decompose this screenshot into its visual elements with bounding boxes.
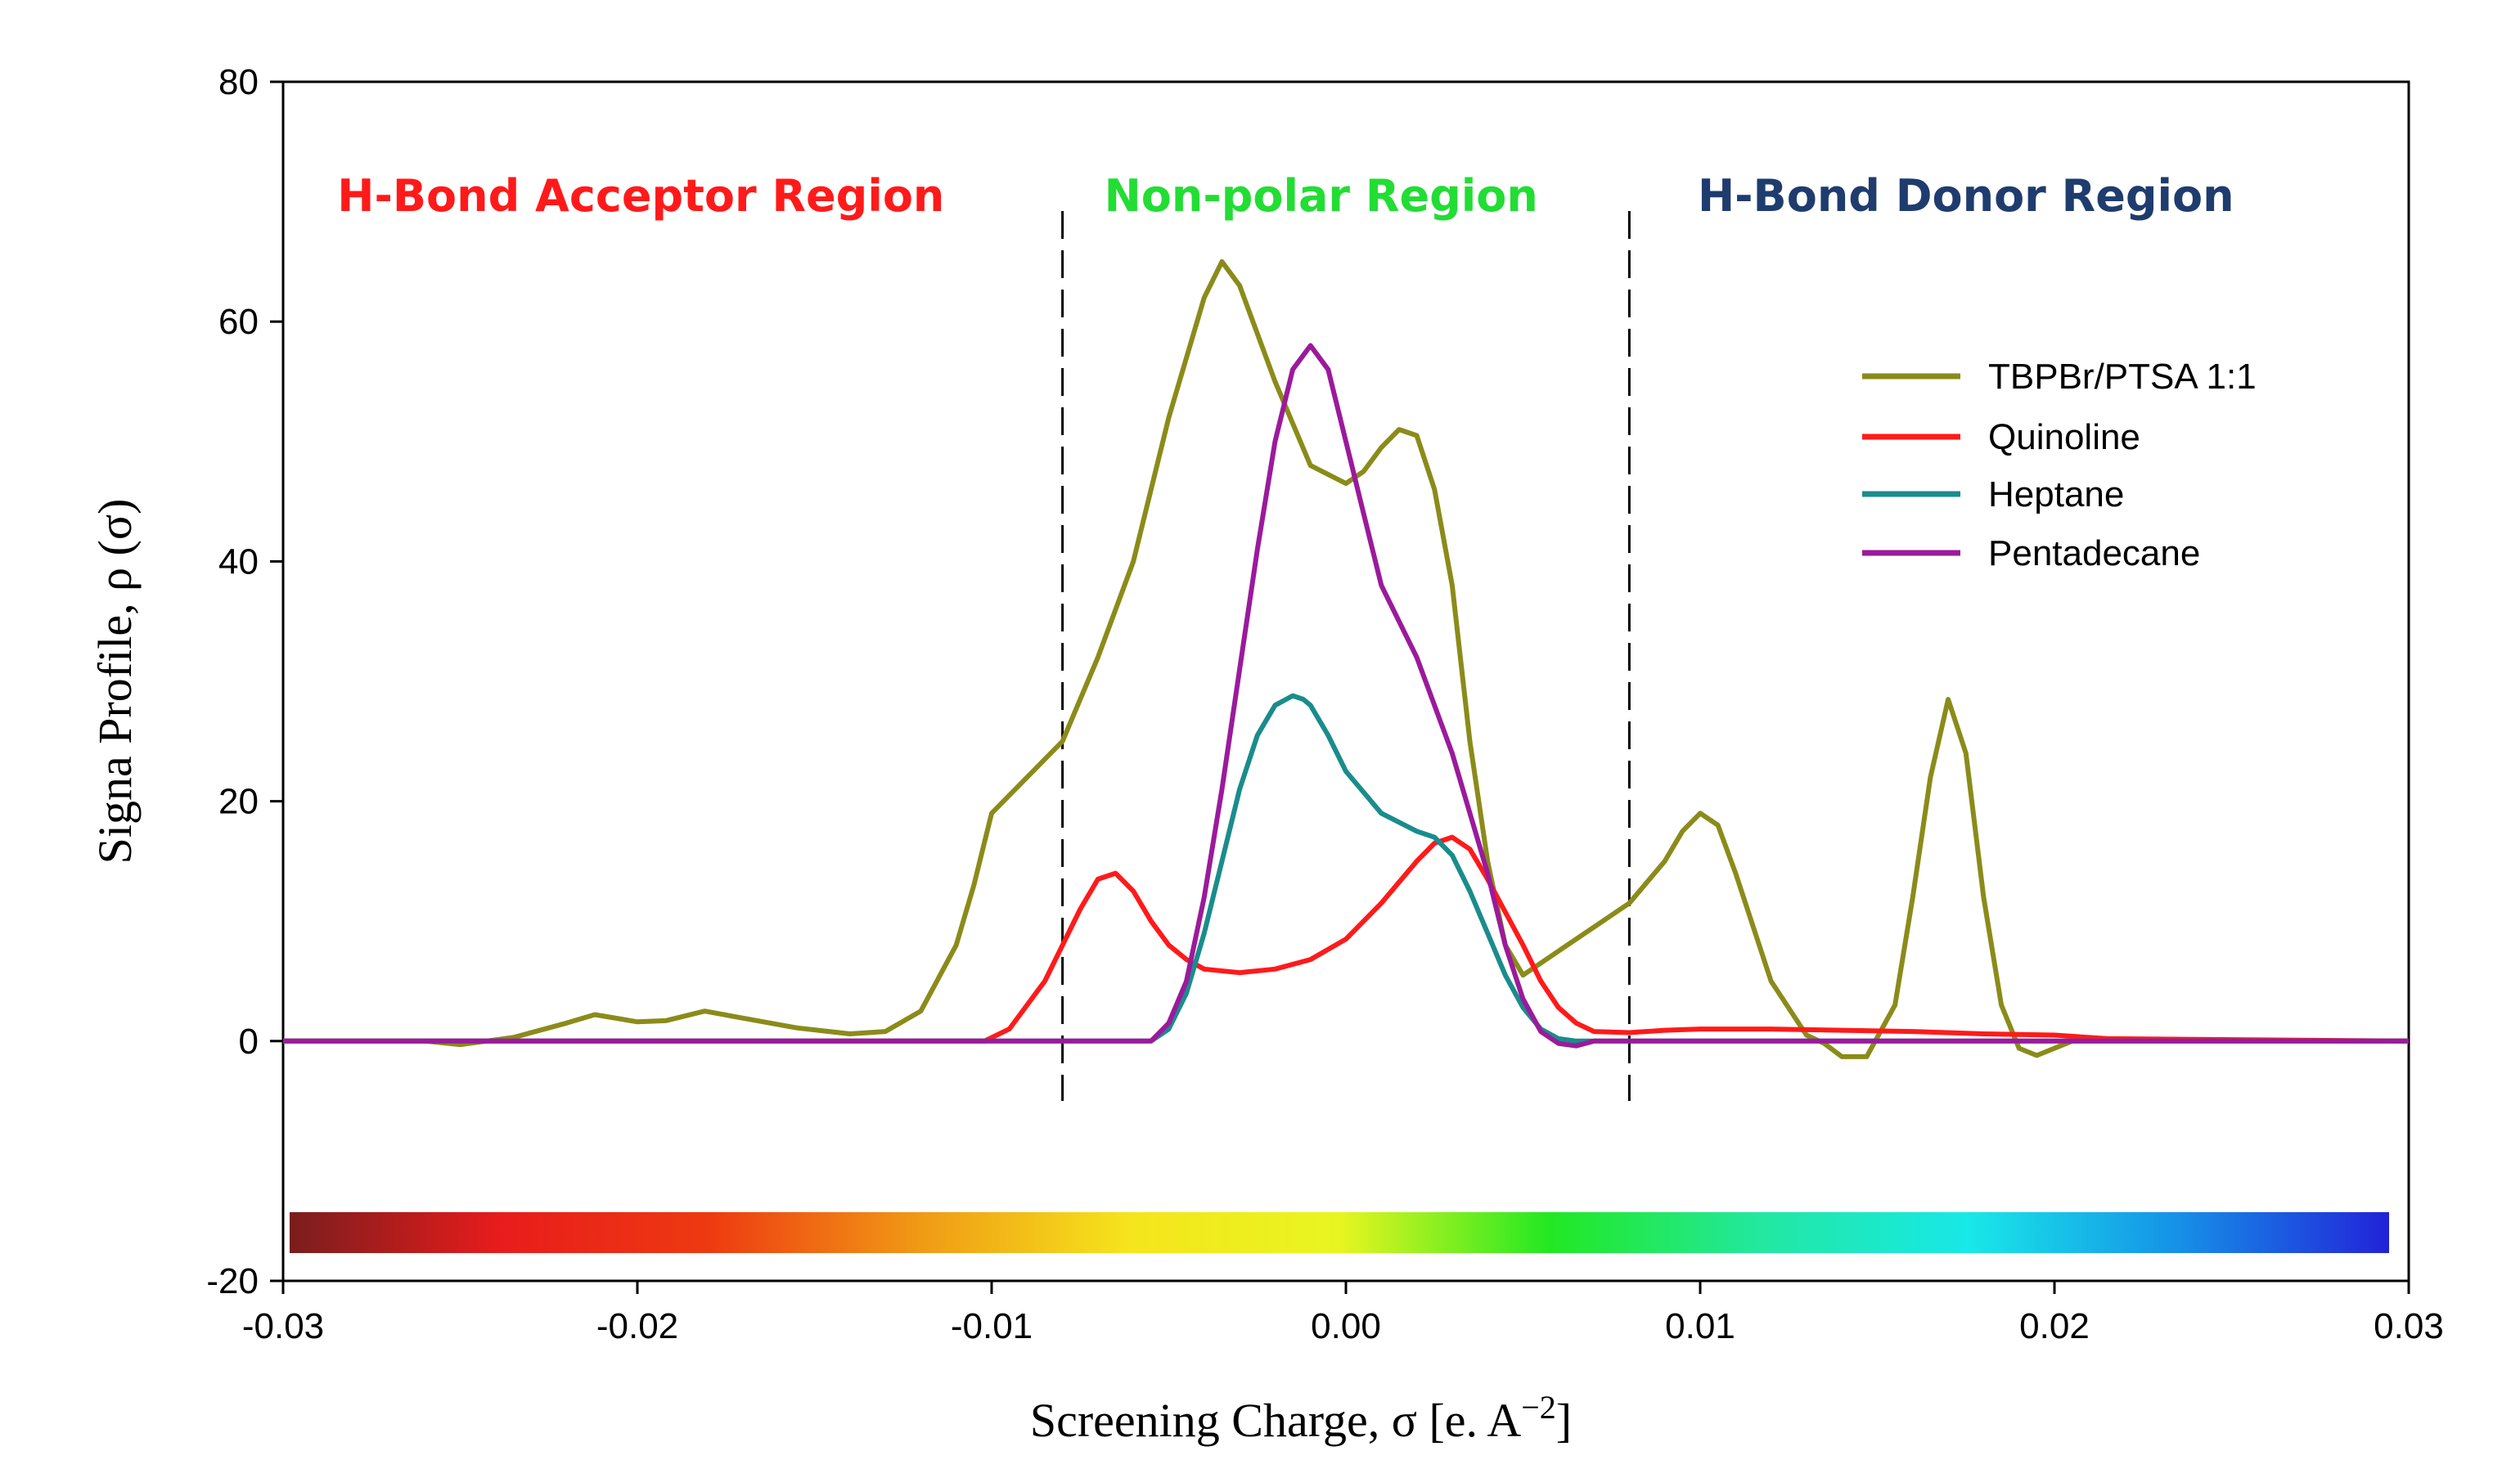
x-axis-title-main: Screening Charge, σ [e. A [1030,1394,1521,1447]
y-axis-title: Signa Profile, ρ (σ) [88,499,142,865]
x-tick-label: 0.02 [2019,1306,2090,1346]
x-tick-label: 0.01 [1665,1306,1735,1346]
series-line-pentadecane [283,343,2409,1049]
series-line-tbpbr-ptsa-1-1 [283,258,2409,1059]
x-tick-label: -0.01 [951,1306,1033,1346]
x-axis-title-superscript: −2 [1521,1389,1556,1426]
region-label-acceptor: H-Bond Acceptor Region [337,170,944,222]
series-lines [283,258,2409,1059]
y-tick-label: -20 [206,1261,259,1301]
legend-label-heptane: Heptane [1988,474,2124,514]
y-tick-label: 40 [218,541,259,582]
y-tick-label: 20 [218,782,259,822]
y-axis: -20 0 20 40 60 80 [206,62,283,1301]
series-line-quinoline [283,834,2409,1044]
x-axis-title: Screening Charge, σ [e. A−2] [1030,1389,1572,1447]
y-tick-label: 80 [218,62,259,102]
region-label-donor: H-Bond Donor Region [1698,170,2234,222]
legend-label-quinoline: Quinoline [1988,417,2140,457]
x-tick-label: -0.03 [242,1306,324,1346]
colorbar [290,1212,2389,1253]
legend: TBPBr/PTSA 1:1 Quinoline Heptane Pentade… [1862,357,2257,573]
y-tick-label: 0 [239,1022,259,1062]
legend-label-tbpbr-ptsa: TBPBr/PTSA 1:1 [1988,357,2257,397]
x-tick-label: 0.00 [1311,1306,1381,1346]
x-axis: -0.03 -0.02 -0.01 0.00 0.01 0.02 0.03 [242,1281,2444,1346]
region-boundaries [1061,211,1631,1101]
x-tick-label: 0.03 [2374,1306,2444,1346]
x-axis-title-close: ] [1556,1394,1572,1447]
series-line-heptane [283,693,2409,1044]
y-tick-label: 60 [218,302,259,342]
plot-frame [281,80,2410,1283]
legend-label-pentadecane: Pentadecane [1988,533,2200,573]
x-tick-label: -0.02 [596,1306,678,1346]
region-label-nonpolar: Non-polar Region [1105,170,1538,222]
